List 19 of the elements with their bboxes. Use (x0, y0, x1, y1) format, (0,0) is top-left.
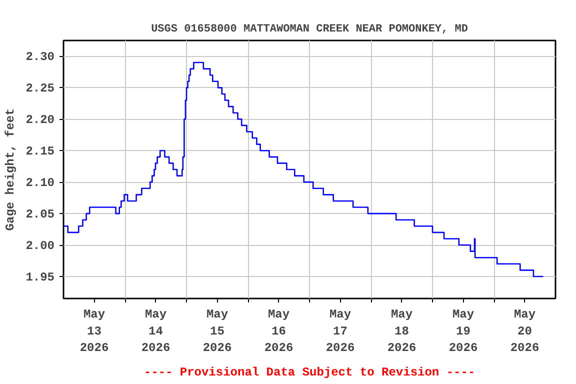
x-tick-label: May 18 2026 (387, 308, 416, 356)
x-tick-label: May 13 2026 (80, 308, 109, 356)
x-tick-label: May 19 2026 (448, 308, 478, 356)
x-tick-label: May 14 2026 (141, 308, 170, 356)
y-tick-label: 2.30 (26, 50, 55, 64)
x-tick-label: May 17 2026 (326, 308, 355, 356)
y-tick-label: 1.95 (26, 270, 55, 284)
y-tick-label: 2.00 (26, 239, 55, 254)
x-tick-label: May 15 2026 (202, 308, 232, 356)
y-tick-label: 2.15 (26, 144, 55, 159)
y-tick-label: 2.10 (26, 176, 55, 190)
x-tick-label: May 16 2026 (264, 308, 294, 356)
chart-title: USGS 01658000 MATTAWOMAN CREEK NEAR POMONKEY, MD (151, 24, 468, 36)
x-tick-label: May 20 2026 (510, 308, 540, 356)
y-tick-label: 2.20 (26, 113, 55, 128)
y-axis-title: Gage height, feet (4, 108, 18, 231)
text: ---- Provisional Data Subject to Revision ---- (144, 366, 476, 380)
y-tick-label: 2.05 (26, 208, 55, 222)
y-tick-label: 2.25 (26, 82, 55, 96)
